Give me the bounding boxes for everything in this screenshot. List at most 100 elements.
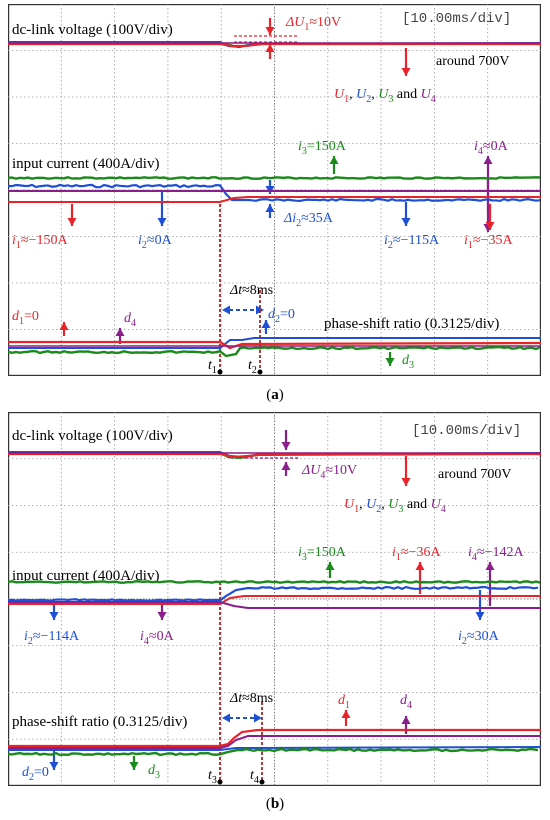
i4-left-label-b: i4≈0A: [140, 629, 175, 647]
i4-label-b: i4≈−142A: [468, 545, 524, 563]
oscilloscope-panel-a: dc-link voltage (100V/div) [10.00ms/div] a…: [8, 4, 541, 376]
marker-t1-dot: [217, 369, 223, 375]
i1-right-arrow-head: [485, 222, 495, 230]
marker-t2-dot: [257, 369, 263, 375]
marker-t4-label: t4: [250, 768, 259, 786]
i1-label-b: i1≈−36A: [392, 545, 441, 563]
input-current-label: input current (400A/div): [12, 156, 159, 172]
trace-i3-b: [8, 580, 541, 584]
d2-arrow-b-head: [49, 762, 59, 770]
around-700V-label: around 700V: [436, 54, 510, 69]
dc-link-label: dc-link voltage (100V/div): [12, 22, 173, 38]
trace-U1: [8, 42, 541, 48]
i3-label: i3=150A: [298, 139, 347, 157]
i4-left-arrow-b-head: [157, 612, 167, 620]
marker-t2-label: t2: [248, 358, 257, 376]
trace-i3: [8, 176, 541, 180]
around-700V-label-b: around 700V: [438, 467, 512, 482]
scope-plot-b: dc-link voltage (100V/div) [10.00ms/div] a…: [8, 412, 541, 786]
i2-left-arrow-b-head: [49, 612, 59, 620]
i4-arrow-head: [483, 156, 493, 164]
i1-arrow-b-head: [415, 562, 425, 570]
d3-arrow-head: [385, 358, 395, 366]
oscilloscope-panel-b: dc-link voltage (100V/div) [10.00ms/div] a…: [8, 412, 541, 786]
deltaU4-arrow-up-head: [281, 462, 291, 470]
trace-d4-b: [8, 735, 541, 749]
dc-link-label-b: dc-link voltage (100V/div): [12, 428, 173, 444]
d1-arrow-head: [59, 322, 69, 330]
i2-left-arrow-head: [157, 218, 167, 226]
delta-t-label-b: Δt≈8ms: [229, 691, 273, 706]
deltaU4-label: ΔU4≈10V: [301, 463, 357, 481]
trace-U1-b: [8, 452, 541, 459]
voltage-legend: U1, U2, U3 and U4: [344, 497, 446, 515]
i4-arrow-b-head: [485, 562, 495, 570]
marker-t4-dot: [259, 779, 265, 785]
d1-label: d1=0: [12, 309, 39, 327]
deltaU1-label: ΔU1≈10V: [285, 15, 341, 33]
marker-t1-label: t1: [208, 358, 217, 376]
trace-i1: [8, 196, 541, 203]
input-current-label-b: input current (400A/div): [12, 568, 159, 584]
d2-arrow-head: [261, 320, 271, 328]
d4-arrow-b-head: [401, 716, 411, 724]
d2-label: d2=0: [268, 307, 295, 325]
d4-label: d4: [124, 311, 136, 329]
d2-label-b: d2=0: [22, 765, 49, 783]
trace-d3: [8, 345, 541, 358]
i3-arrow-head: [329, 156, 339, 164]
d3-label: d3: [402, 353, 414, 371]
trace-d2-b: [8, 746, 541, 751]
phase-shift-label-b: phase-shift ratio (0.3125/div): [12, 714, 187, 730]
i1-left-arrow-head: [67, 218, 77, 226]
marker-t3-label: t3: [208, 768, 217, 786]
d1-arrow-b-head: [341, 710, 351, 718]
grid: [8, 412, 541, 786]
voltage-legend: U1, U2, U3 and U4: [334, 87, 436, 105]
deltaU-arrow-up-head: [265, 44, 275, 52]
delta-t-arrow-b-head-left: [222, 713, 230, 723]
d3-arrow-b-head: [129, 762, 139, 770]
trace-d1: [8, 340, 541, 350]
timebase-label: [10.00ms/div]: [402, 11, 511, 27]
d1-label-b: d1: [338, 693, 350, 711]
i2-right-label: i2≈−115A: [384, 233, 440, 251]
delta-t-label: Δt≈8ms: [229, 283, 273, 298]
delta-i2-arrow-up-head: [265, 204, 275, 212]
caption-b: (b): [265, 796, 285, 812]
annotations-a: dc-link voltage (100V/div) [10.00ms/div] a…: [12, 11, 513, 376]
i2-right-label-b: i2≈30A: [458, 629, 500, 647]
i3-label-b: i3=150A: [298, 545, 347, 563]
d3-label-b: d3: [148, 763, 160, 781]
trace-i1-b: [8, 595, 541, 605]
timebase-label-b: [10.00ms/div]: [412, 423, 521, 439]
around-700-arrow-head: [401, 68, 411, 76]
trace-i4-b: [8, 601, 541, 609]
delta-t-arrow-head-left: [222, 305, 230, 315]
i3-arrow-b-head: [325, 562, 335, 570]
i1-right-label: i1≈−35A: [464, 233, 513, 251]
trace-i2: [8, 183, 541, 203]
delta-t-arrow-b-head-right: [254, 713, 262, 723]
marker-t3-dot: [217, 779, 223, 785]
d4-label-b: d4: [400, 693, 412, 711]
i1-left-label: i1≈−150A: [12, 233, 68, 251]
i2-right-arrow-b-head: [475, 612, 485, 620]
annotations-b: dc-link voltage (100V/div) [10.00ms/div] a…: [12, 423, 524, 786]
i2-left-label: i2≈0A: [138, 233, 173, 251]
trace-d3-b: [8, 747, 539, 757]
deltaU4-arrow-down-head: [281, 442, 291, 450]
caption-a: (a): [266, 387, 284, 403]
i2-left-label-b: i2≈−114A: [24, 629, 80, 647]
i4-label: i4≈0A: [474, 139, 509, 157]
i2-right-arrow-head: [401, 218, 411, 226]
trace-d2: [8, 337, 541, 349]
scope-plot-a: dc-link voltage (100V/div) [10.00ms/div] a…: [8, 4, 541, 376]
delta-i2-label: Δi2≈35A: [283, 211, 334, 229]
deltaU-arrow-down-head: [265, 27, 275, 35]
around-700-arrow-b-head: [401, 478, 411, 486]
trace-i2-b: [8, 585, 539, 602]
trace-d1-b: [8, 728, 541, 748]
d4-arrow-head: [115, 328, 125, 336]
phase-shift-label: phase-shift ratio (0.3125/div): [324, 316, 499, 332]
